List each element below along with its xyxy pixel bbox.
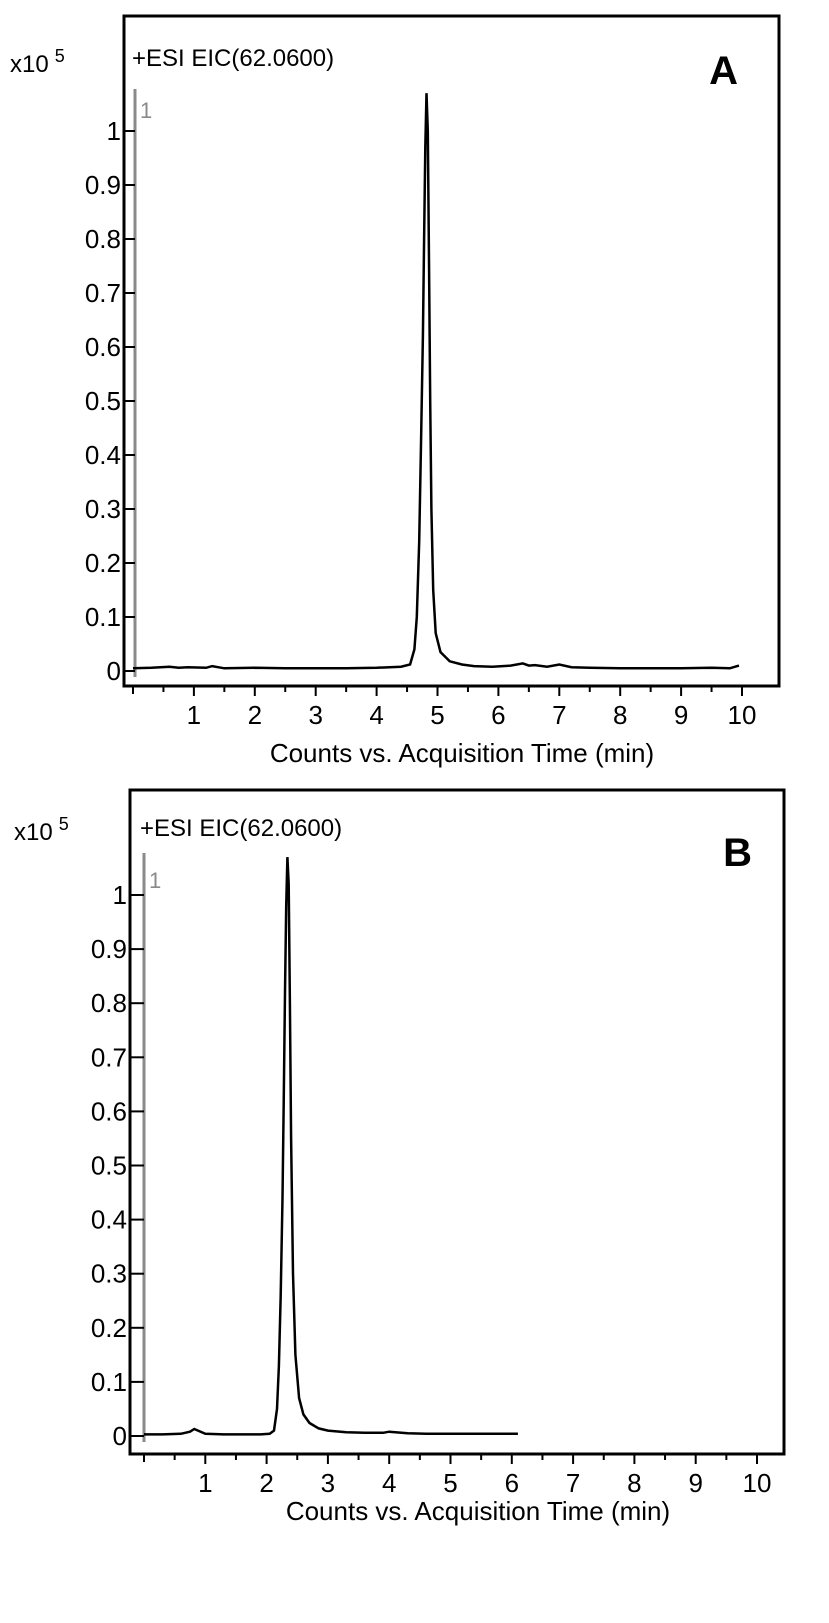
y-tick-label: 0.3 (91, 1259, 127, 1289)
x-tick-label: 7 (552, 700, 566, 730)
series-line (144, 857, 518, 1436)
x-axis: 1 2 3 4 5 6 7 8 9 10 (132, 685, 757, 730)
x-tick-label: 6 (491, 700, 505, 730)
x-tick-label: 10 (743, 1468, 772, 1498)
trace-id-label: 1 (149, 868, 161, 893)
y-axis: 0 0.1 0.2 0.3 0.4 0.5 0.6 0.7 0.8 0.9 1 (91, 853, 146, 1451)
y-tick-label: 0.3 (85, 494, 121, 524)
y-tick-label: 0.2 (85, 548, 121, 578)
y-tick-label: 0.4 (85, 440, 121, 470)
x-tick-label: 3 (308, 700, 322, 730)
chart-panel-b: x10 5 +ESI EIC(62.0600) B 1 0 0.1 0.2 0.3 0.4… (14, 788, 786, 1526)
y-tick-label: 0.4 (91, 1205, 127, 1235)
x-tick-label: 9 (688, 1468, 702, 1498)
y-tick-label: 0.1 (85, 602, 121, 632)
x-axis-title: Counts vs. Acquisition Time (min) (286, 1496, 670, 1526)
x-tick-label: 5 (430, 700, 444, 730)
y-tick-label: 0.7 (85, 278, 121, 308)
y-tick-label: 0.6 (91, 1096, 127, 1126)
x-tick-label: 4 (382, 1468, 396, 1498)
y-multiplier-label: x10 5 (14, 814, 69, 846)
x-tick-label: 7 (566, 1468, 580, 1498)
y-multiplier-label: x10 5 (10, 46, 65, 78)
x-tick-label: 1 (187, 700, 201, 730)
panel-label: B (723, 831, 752, 875)
plot-frame (122, 14, 781, 688)
x-tick-label: 8 (627, 1468, 641, 1498)
y-tick-label: 0.5 (91, 1151, 127, 1181)
series-line (132, 93, 740, 670)
y-tick-label: 0.5 (85, 386, 121, 416)
y-tick-label: 0.8 (91, 988, 127, 1018)
x-axis-title: Counts vs. Acquisition Time (min) (270, 738, 654, 768)
plot-frame (128, 788, 786, 1456)
x-tick-label: 9 (674, 700, 688, 730)
y-axis: 0 0.1 0.2 0.3 0.4 0.5 0.6 0.7 0.8 0.9 1 (85, 89, 137, 686)
y-tick-label: 0.8 (85, 224, 121, 254)
trace-id-label: 1 (140, 98, 152, 123)
y-tick-label: 0.9 (91, 934, 127, 964)
y-tick-label: 0 (113, 1421, 127, 1451)
chart-header: +ESI EIC(62.0600) (140, 815, 342, 842)
x-tick-label: 4 (369, 700, 383, 730)
x-tick-label: 10 (728, 700, 757, 730)
y-tick-label: 0.2 (91, 1313, 127, 1343)
chart-panel-a: x10 5 +ESI EIC(62.0600) A 1 0 0.1 0.2 0.3 0.4… (10, 14, 781, 768)
y-tick-label: 0.7 (91, 1042, 127, 1072)
panel-label: A (709, 49, 738, 93)
x-axis: 1 2 3 4 5 6 7 8 9 10 (143, 1453, 772, 1498)
chart-header: +ESI EIC(62.0600) (132, 45, 334, 72)
y-tick-label: 0.6 (85, 332, 121, 362)
x-tick-label: 3 (321, 1468, 335, 1498)
x-tick-label: 1 (198, 1468, 212, 1498)
y-tick-label: 1 (107, 116, 121, 146)
x-tick-label: 5 (443, 1468, 457, 1498)
y-tick-label: 0.1 (91, 1367, 127, 1397)
x-tick-label: 8 (613, 700, 627, 730)
x-tick-label: 2 (259, 1468, 273, 1498)
x-tick-label: 6 (505, 1468, 519, 1498)
y-tick-label: 1 (113, 880, 127, 910)
y-tick-label: 0 (107, 656, 121, 686)
x-tick-label: 2 (248, 700, 262, 730)
y-tick-label: 0.9 (85, 170, 121, 200)
